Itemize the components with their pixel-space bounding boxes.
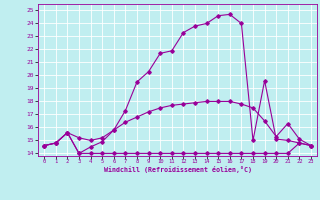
X-axis label: Windchill (Refroidissement éolien,°C): Windchill (Refroidissement éolien,°C) bbox=[104, 166, 252, 173]
